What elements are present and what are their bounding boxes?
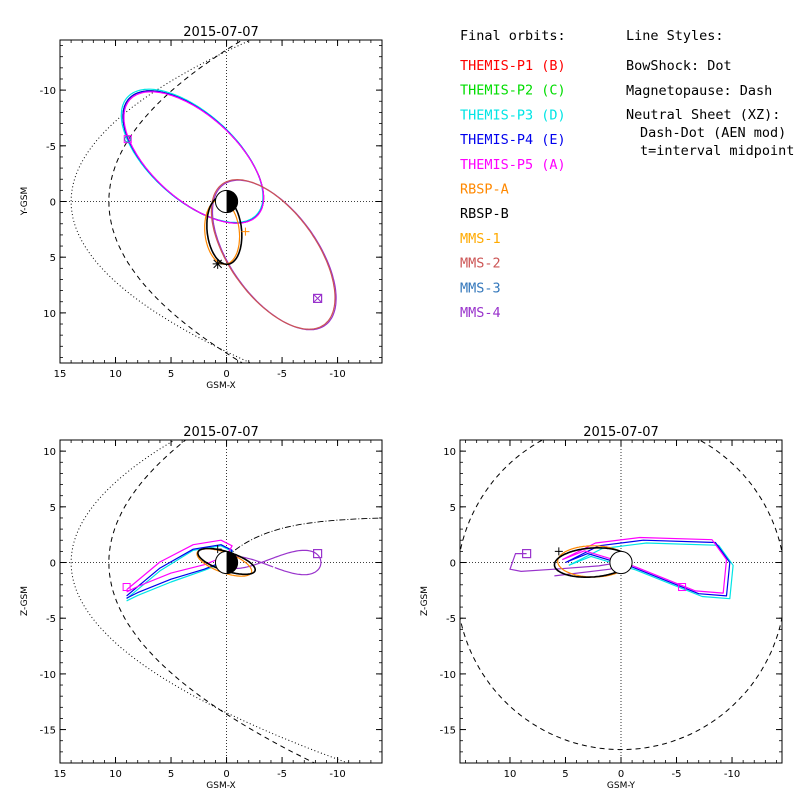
marker-themis <box>122 583 131 592</box>
y-tick-label: -10 <box>40 670 56 681</box>
panel1-xlabel: GSM-X <box>206 381 235 391</box>
y-tick-label: -5 <box>446 614 456 625</box>
line-style-text: Magnetopause: Dash <box>626 83 772 99</box>
y-tick-label: 0 <box>450 559 456 570</box>
line-style-text: BowShock: Dot <box>626 58 732 74</box>
panel-xz: 2015-07-07 15 10 5 0 -5 -10 10 5 0 -5 -10 -15 GSM-X… <box>20 425 383 791</box>
bowshock-line <box>70 40 252 363</box>
y-tick-label: -5 <box>46 142 56 153</box>
earth-night-side <box>226 190 238 213</box>
x-tick-label: 15 <box>54 369 67 380</box>
magnetopause-line <box>108 40 244 363</box>
orbit-themis-p3-d- <box>120 88 264 224</box>
x-tick-label: 10 <box>504 769 517 780</box>
y-tick-label: -15 <box>440 726 456 737</box>
y-tick-label: 0 <box>50 198 56 209</box>
legend-item: MMS-4 <box>460 305 501 321</box>
x-tick-label: -10 <box>329 769 345 780</box>
neutral-sheet-line <box>226 517 382 558</box>
panel3-xlabel: GSM-Y <box>607 781 636 791</box>
earth-icon <box>609 550 633 575</box>
orbit-themis-p2-c- <box>122 90 265 224</box>
legend-header: Final orbits: <box>460 28 566 44</box>
marker-mms <box>313 549 323 559</box>
x-tick-label: -10 <box>329 369 345 380</box>
orbit-themis <box>126 545 233 602</box>
x-tick-label: 5 <box>168 369 174 380</box>
bowshock-line <box>70 440 350 763</box>
line-style-text: Dash-Dot (AEN mod) <box>640 125 786 141</box>
magnetopause-line <box>108 440 316 763</box>
legend-item: THEMIS-P1 (B) <box>460 58 566 74</box>
orbit-mms-2 <box>210 178 336 330</box>
y-tick-label: 10 <box>443 447 456 458</box>
x-tick-label: 10 <box>109 369 122 380</box>
y-tick-label: 5 <box>450 503 456 514</box>
panel3-ylabel: Z-GSM <box>420 586 430 616</box>
legend-item: RBSP-B <box>460 206 509 222</box>
x-tick-label: 0 <box>618 769 624 780</box>
legend-item: MMS-3 <box>460 280 501 296</box>
y-tick-label: 5 <box>50 503 56 514</box>
y-tick-label: 5 <box>50 253 56 264</box>
x-tick-label: 0 <box>223 369 229 380</box>
marker-rbsp-b <box>212 258 223 269</box>
x-tick-label: 0 <box>223 769 229 780</box>
marker-themis-diamond <box>124 135 132 143</box>
orbit-themis-p5-a- <box>123 91 265 224</box>
panel-xy: 2015-07-07 15 10 5 0 -5 -10 -10 -5 0 5 10 GSM-X Y-… <box>20 25 383 391</box>
marker-rbsp-a <box>241 227 250 236</box>
legend-item: THEMIS-P5 (A) <box>460 157 566 173</box>
x-tick-label: 15 <box>54 769 67 780</box>
y-tick-label: 10 <box>43 309 56 320</box>
orbit-themis-p4-e- <box>122 90 265 224</box>
legend-item: THEMIS-P3 (D) <box>460 107 566 123</box>
panel2-ylabel: Z-GSM <box>20 586 30 616</box>
y-tick-label: 10 <box>43 447 56 458</box>
y-tick-label: 0 <box>50 559 56 570</box>
marker-mms <box>522 549 532 559</box>
line-style-text: t=interval midpoint <box>640 143 794 159</box>
panel2-title: 2015-07-07 <box>183 425 259 440</box>
legend-item: THEMIS-P4 (E) <box>460 132 566 148</box>
y-tick-label: -10 <box>40 86 56 97</box>
x-tick-label: -5 <box>672 769 682 780</box>
panel1-ylabel: Y-GSM <box>20 187 30 216</box>
orbit-themis <box>561 536 728 594</box>
legend-item: MMS-1 <box>460 231 501 247</box>
line-styles-header: Line Styles: <box>626 28 724 44</box>
panel2-frame <box>59 439 383 764</box>
orbit-themis-p1-b- <box>122 90 265 224</box>
magnetopause-line <box>460 440 782 751</box>
panel3-title: 2015-07-07 <box>583 425 659 440</box>
marker-themis <box>678 583 687 592</box>
panel2-xlabel: GSM-X <box>206 781 235 791</box>
line-style-text: Neutral Sheet (XZ): <box>626 107 780 123</box>
panel1-title: 2015-07-07 <box>183 25 259 40</box>
x-tick-label: -10 <box>724 769 740 780</box>
marker-mms <box>313 293 323 303</box>
x-tick-label: 10 <box>109 769 122 780</box>
marker-rbsp-b <box>213 545 222 554</box>
y-tick-label: -10 <box>440 670 456 681</box>
earth-night-side <box>226 551 238 574</box>
x-tick-label: 5 <box>168 769 174 780</box>
legend-item: MMS-2 <box>460 256 501 272</box>
marker-mms-cross <box>313 294 322 303</box>
x-tick-label: -5 <box>277 769 287 780</box>
orbit-themis <box>126 539 233 593</box>
x-tick-label: 5 <box>562 769 568 780</box>
marker-rbsp-b <box>554 547 563 556</box>
legend-item: RBSP-A <box>460 182 509 198</box>
legend: Final orbits: Line Styles: THEMIS-P1 (B)… <box>460 28 794 321</box>
x-tick-label: -5 <box>277 369 287 380</box>
y-tick-label: -5 <box>46 614 56 625</box>
legend-item: THEMIS-P2 (C) <box>460 83 566 99</box>
panel-yz: 2015-07-07 10 5 0 -5 -10 10 5 0 -5 -10 -15 GSM-Y Z… <box>420 425 783 791</box>
y-tick-label: -15 <box>40 726 56 737</box>
